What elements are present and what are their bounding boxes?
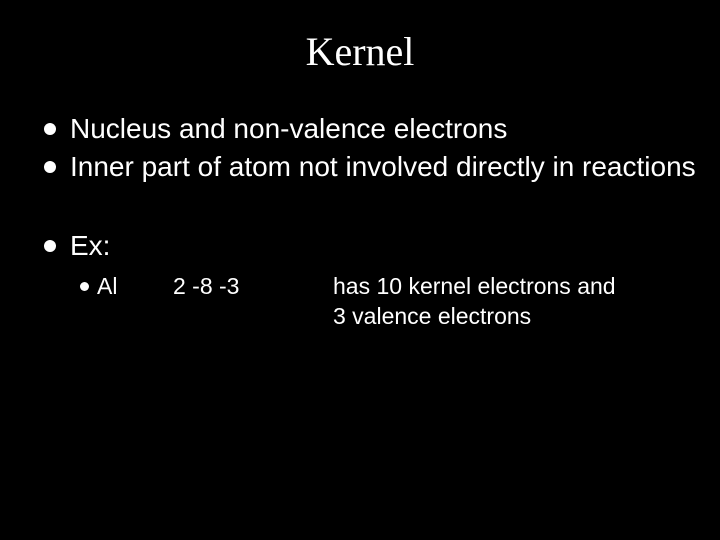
bullet-item: Nucleus and non-valence electrons (44, 111, 700, 147)
bullet-text: Inner part of atom not involved directly… (70, 149, 696, 185)
bullet-icon (44, 161, 56, 173)
bullet-list: Nucleus and non-valence electrons Inner … (20, 111, 700, 332)
example-element: Al (97, 272, 173, 302)
example-section: Ex: Al 2 -8 -3 has 10 kernel electrons a… (44, 228, 700, 332)
slide: Kernel Nucleus and non-valence electrons… (0, 0, 720, 540)
bullet-icon (44, 123, 56, 135)
bullet-item: Inner part of atom not involved directly… (44, 149, 700, 185)
example-row: Al 2 -8 -3 has 10 kernel electrons and 3… (44, 272, 700, 332)
bullet-icon (80, 282, 89, 291)
bullet-item: Ex: (44, 228, 700, 264)
example-config: 2 -8 -3 (173, 272, 333, 302)
slide-title: Kernel (20, 28, 700, 75)
bullet-icon (44, 240, 56, 252)
example-label: Ex: (70, 228, 110, 264)
bullet-text: Nucleus and non-valence electrons (70, 111, 507, 147)
example-description: has 10 kernel electrons and 3 valence el… (333, 272, 623, 332)
